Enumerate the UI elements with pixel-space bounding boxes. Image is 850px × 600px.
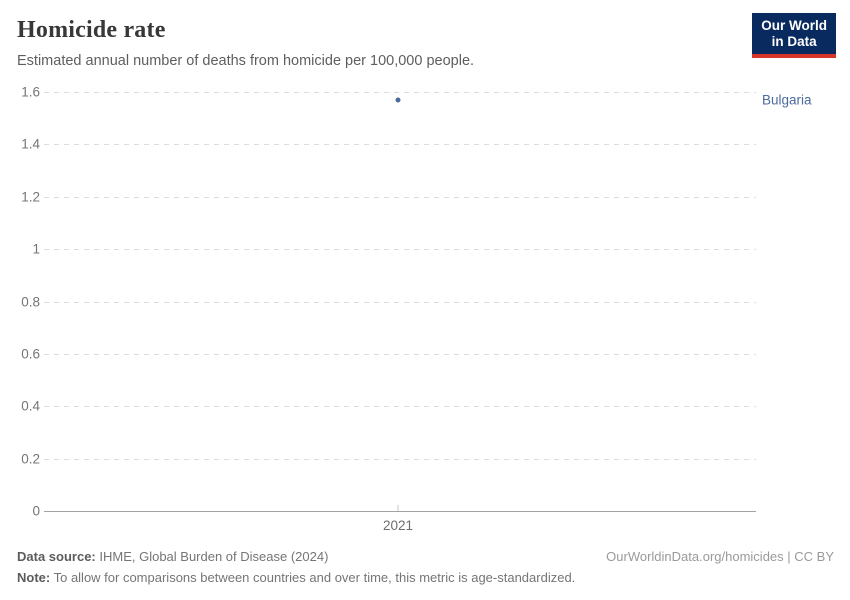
- y-gridline: [44, 353, 756, 355]
- y-gridline: [44, 196, 756, 198]
- y-gridline: [44, 301, 756, 303]
- data-source-line: Data source: IHME, Global Burden of Dise…: [17, 549, 328, 564]
- y-gridline: [44, 249, 756, 251]
- y-axis-tick-label: 0.8: [21, 294, 40, 309]
- chart-subtitle: Estimated annual number of deaths from h…: [17, 53, 475, 69]
- owid-logo[interactable]: Our World in Data: [752, 13, 836, 58]
- y-axis-tick-label: 0.4: [21, 398, 40, 414]
- y-axis-tick-label: 1: [32, 241, 40, 257]
- y-gridline: [44, 406, 756, 408]
- y-axis-tick-label: 0: [32, 503, 40, 519]
- series-label-bulgaria[interactable]: Bulgaria: [762, 92, 812, 108]
- y-axis-tick-label: 0.2: [21, 451, 40, 467]
- y-gridline: [44, 458, 756, 460]
- owid-credit-link[interactable]: OurWorldinData.org/homicides | CC BY: [606, 549, 834, 564]
- note-label: Note:: [17, 570, 51, 585]
- x-axis-tick: [397, 505, 399, 511]
- x-axis-line: [44, 511, 756, 512]
- y-axis-tick-label: 1.4: [21, 136, 40, 152]
- note-text: To allow for comparisons between countri…: [50, 570, 576, 585]
- data-source-label: Data source:: [17, 549, 96, 564]
- owid-logo-line2: in Data: [771, 34, 817, 50]
- y-axis-tick-label: 1.6: [21, 84, 40, 100]
- data-source-text: IHME, Global Burden of Disease (2024): [95, 549, 329, 564]
- chart-title: Homicide rate: [17, 17, 166, 43]
- note-line: Note: To allow for comparisons between c…: [17, 570, 575, 585]
- y-gridline: [44, 144, 756, 146]
- data-point-bulgaria[interactable]: [395, 97, 401, 103]
- y-gridline: [44, 92, 756, 93]
- owid-logo-line1: Our World: [761, 18, 827, 33]
- y-axis-tick-label: 1.2: [21, 189, 40, 205]
- y-axis-tick-label: 0.6: [21, 346, 40, 362]
- x-axis-tick-label: 2021: [382, 518, 414, 533]
